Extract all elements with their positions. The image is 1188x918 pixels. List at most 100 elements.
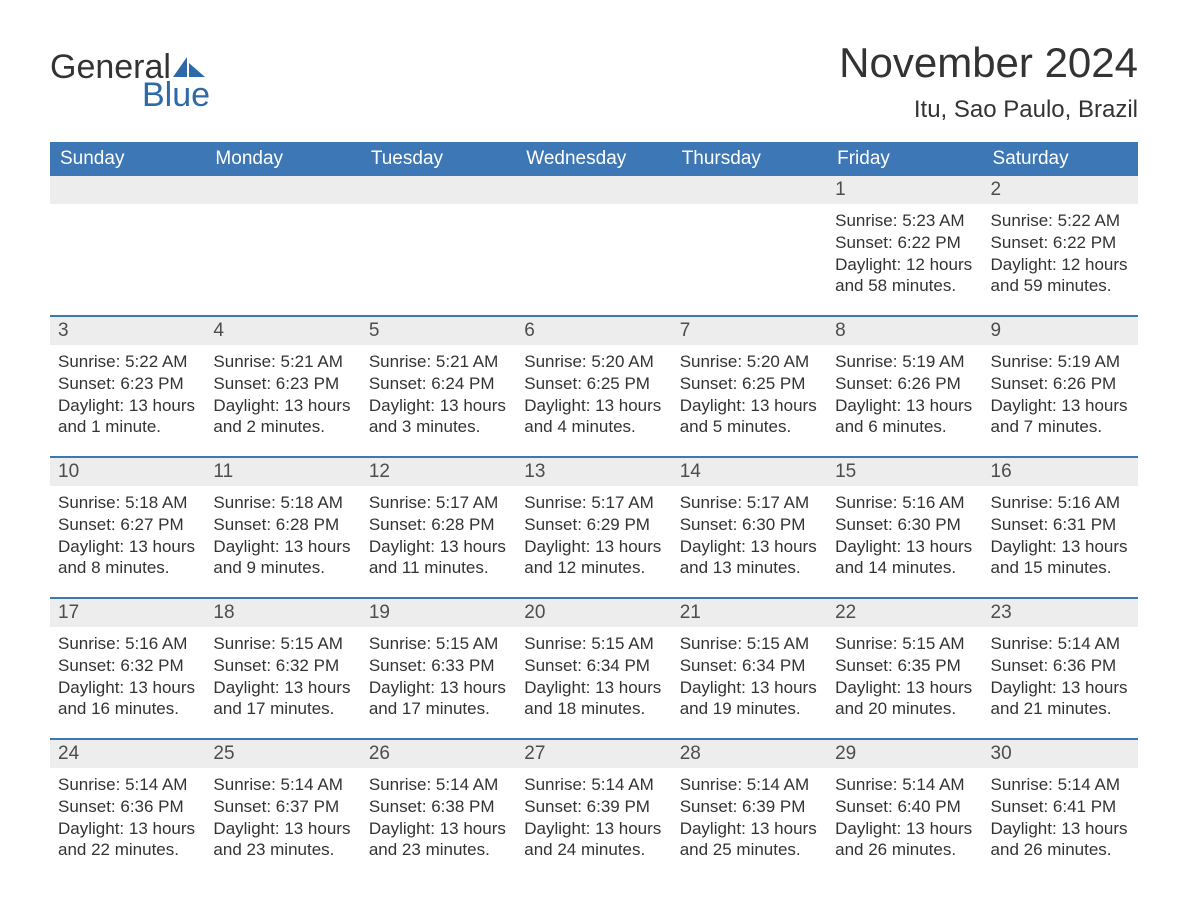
day-number: 24 (50, 740, 205, 768)
calendar-day: 28Sunrise: 5:14 AMSunset: 6:39 PMDayligh… (672, 740, 827, 879)
sunrise-text: Sunrise: 5:14 AM (58, 774, 197, 796)
daylight-text: Daylight: 13 hours and 8 minutes. (58, 536, 197, 580)
daylight-text: Daylight: 13 hours and 1 minute. (58, 395, 197, 439)
sunrise-text: Sunrise: 5:17 AM (524, 492, 663, 514)
sunrise-text: Sunrise: 5:19 AM (991, 351, 1130, 373)
day-details: Sunrise: 5:15 AMSunset: 6:34 PMDaylight:… (516, 627, 671, 720)
sunrise-text: Sunrise: 5:14 AM (835, 774, 974, 796)
day-number: 20 (516, 599, 671, 627)
sunrise-text: Sunrise: 5:23 AM (835, 210, 974, 232)
daylight-text: Daylight: 13 hours and 23 minutes. (213, 818, 352, 862)
day-number (205, 176, 360, 204)
day-details: Sunrise: 5:14 AMSunset: 6:39 PMDaylight:… (672, 768, 827, 861)
daylight-text: Daylight: 13 hours and 16 minutes. (58, 677, 197, 721)
weekday-header: Sunday (50, 142, 205, 176)
day-number: 8 (827, 317, 982, 345)
day-number: 25 (205, 740, 360, 768)
day-details: Sunrise: 5:21 AMSunset: 6:23 PMDaylight:… (205, 345, 360, 438)
sunset-text: Sunset: 6:35 PM (835, 655, 974, 677)
sunset-text: Sunset: 6:25 PM (680, 373, 819, 395)
day-number: 7 (672, 317, 827, 345)
day-number: 26 (361, 740, 516, 768)
day-details: Sunrise: 5:14 AMSunset: 6:36 PMDaylight:… (50, 768, 205, 861)
daylight-text: Daylight: 13 hours and 13 minutes. (680, 536, 819, 580)
daylight-text: Daylight: 13 hours and 26 minutes. (835, 818, 974, 862)
calendar-day: 2Sunrise: 5:22 AMSunset: 6:22 PMDaylight… (983, 176, 1138, 315)
day-number: 16 (983, 458, 1138, 486)
day-number: 10 (50, 458, 205, 486)
day-details: Sunrise: 5:16 AMSunset: 6:32 PMDaylight:… (50, 627, 205, 720)
daylight-text: Daylight: 13 hours and 24 minutes. (524, 818, 663, 862)
sunrise-text: Sunrise: 5:16 AM (835, 492, 974, 514)
daylight-text: Daylight: 13 hours and 21 minutes. (991, 677, 1130, 721)
brand-logo: General Blue (50, 50, 210, 111)
day-number: 23 (983, 599, 1138, 627)
daylight-text: Daylight: 13 hours and 12 minutes. (524, 536, 663, 580)
brand-word2: Blue (142, 80, 210, 111)
day-details: Sunrise: 5:17 AMSunset: 6:28 PMDaylight:… (361, 486, 516, 579)
calendar-day: 16Sunrise: 5:16 AMSunset: 6:31 PMDayligh… (983, 458, 1138, 597)
day-details: Sunrise: 5:22 AMSunset: 6:22 PMDaylight:… (983, 204, 1138, 297)
weekday-header: Saturday (983, 142, 1138, 176)
day-details: Sunrise: 5:21 AMSunset: 6:24 PMDaylight:… (361, 345, 516, 438)
daylight-text: Daylight: 13 hours and 20 minutes. (835, 677, 974, 721)
calendar-day: 14Sunrise: 5:17 AMSunset: 6:30 PMDayligh… (672, 458, 827, 597)
weekday-header-row: Sunday Monday Tuesday Wednesday Thursday… (50, 142, 1138, 176)
sunrise-text: Sunrise: 5:16 AM (991, 492, 1130, 514)
daylight-text: Daylight: 12 hours and 58 minutes. (835, 254, 974, 298)
day-number: 14 (672, 458, 827, 486)
day-number: 15 (827, 458, 982, 486)
calendar-day: 18Sunrise: 5:15 AMSunset: 6:32 PMDayligh… (205, 599, 360, 738)
day-number: 17 (50, 599, 205, 627)
daylight-text: Daylight: 13 hours and 11 minutes. (369, 536, 508, 580)
sunrise-text: Sunrise: 5:14 AM (524, 774, 663, 796)
sunrise-text: Sunrise: 5:22 AM (58, 351, 197, 373)
calendar-day: 10Sunrise: 5:18 AMSunset: 6:27 PMDayligh… (50, 458, 205, 597)
daylight-text: Daylight: 13 hours and 14 minutes. (835, 536, 974, 580)
day-number: 13 (516, 458, 671, 486)
sunrise-text: Sunrise: 5:15 AM (680, 633, 819, 655)
sunset-text: Sunset: 6:32 PM (213, 655, 352, 677)
sunrise-text: Sunrise: 5:17 AM (369, 492, 508, 514)
daylight-text: Daylight: 13 hours and 3 minutes. (369, 395, 508, 439)
sunrise-text: Sunrise: 5:15 AM (524, 633, 663, 655)
day-number: 21 (672, 599, 827, 627)
calendar-day: 17Sunrise: 5:16 AMSunset: 6:32 PMDayligh… (50, 599, 205, 738)
calendar-week: 17Sunrise: 5:16 AMSunset: 6:32 PMDayligh… (50, 597, 1138, 738)
day-number: 9 (983, 317, 1138, 345)
calendar-day: 4Sunrise: 5:21 AMSunset: 6:23 PMDaylight… (205, 317, 360, 456)
calendar-day (672, 176, 827, 315)
day-number: 1 (827, 176, 982, 204)
calendar-day: 6Sunrise: 5:20 AMSunset: 6:25 PMDaylight… (516, 317, 671, 456)
daylight-text: Daylight: 13 hours and 15 minutes. (991, 536, 1130, 580)
calendar: Sunday Monday Tuesday Wednesday Thursday… (50, 142, 1138, 879)
day-details: Sunrise: 5:15 AMSunset: 6:33 PMDaylight:… (361, 627, 516, 720)
day-details: Sunrise: 5:19 AMSunset: 6:26 PMDaylight:… (983, 345, 1138, 438)
calendar-day: 9Sunrise: 5:19 AMSunset: 6:26 PMDaylight… (983, 317, 1138, 456)
sunrise-text: Sunrise: 5:14 AM (369, 774, 508, 796)
calendar-day: 8Sunrise: 5:19 AMSunset: 6:26 PMDaylight… (827, 317, 982, 456)
weekday-header: Wednesday (516, 142, 671, 176)
sunrise-text: Sunrise: 5:18 AM (213, 492, 352, 514)
sunset-text: Sunset: 6:24 PM (369, 373, 508, 395)
sunset-text: Sunset: 6:22 PM (991, 232, 1130, 254)
sunset-text: Sunset: 6:27 PM (58, 514, 197, 536)
day-number (361, 176, 516, 204)
calendar-day: 27 Sunrise: 5:14 AMSunset: 6:39 PMDayligh… (516, 740, 671, 879)
day-details: Sunrise: 5:16 AMSunset: 6:30 PMDaylight:… (827, 486, 982, 579)
calendar-day: 24Sunrise: 5:14 AMSunset: 6:36 PMDayligh… (50, 740, 205, 879)
sunset-text: Sunset: 6:37 PM (213, 796, 352, 818)
day-details: Sunrise: 5:19 AMSunset: 6:26 PMDaylight:… (827, 345, 982, 438)
sunset-text: Sunset: 6:39 PM (524, 796, 663, 818)
sunset-text: Sunset: 6:28 PM (369, 514, 508, 536)
sunset-text: Sunset: 6:36 PM (991, 655, 1130, 677)
day-details: Sunrise: 5:14 AMSunset: 6:38 PMDaylight:… (361, 768, 516, 861)
day-number: 3 (50, 317, 205, 345)
sunset-text: Sunset: 6:36 PM (58, 796, 197, 818)
day-number: 27 (516, 740, 671, 768)
daylight-text: Daylight: 13 hours and 4 minutes. (524, 395, 663, 439)
sunset-text: Sunset: 6:30 PM (680, 514, 819, 536)
sunset-text: Sunset: 6:23 PM (58, 373, 197, 395)
calendar-week: 24Sunrise: 5:14 AMSunset: 6:36 PMDayligh… (50, 738, 1138, 879)
day-number: 4 (205, 317, 360, 345)
